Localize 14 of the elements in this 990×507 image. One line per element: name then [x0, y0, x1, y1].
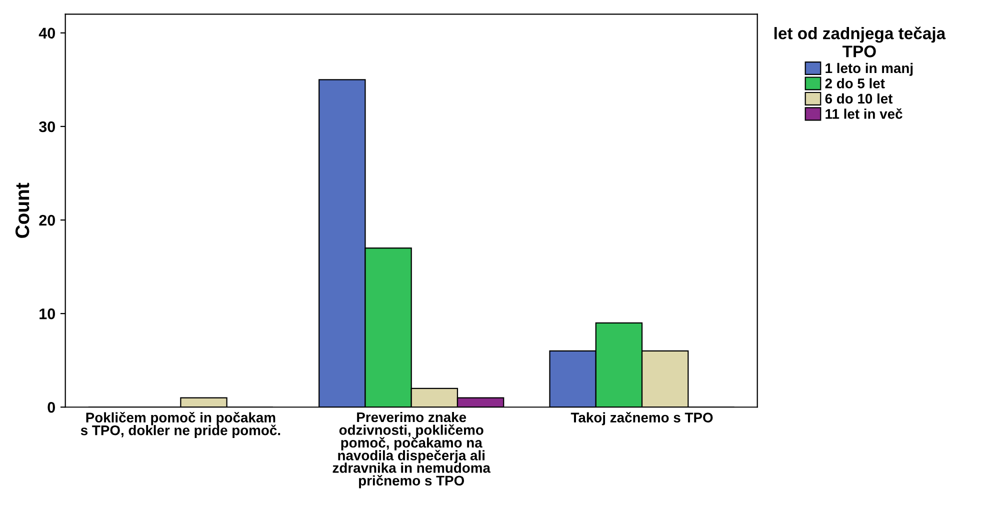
- y-tick-label: 10: [40, 308, 55, 320]
- x-tick-label: Pokličem pomoč in počakam s TPO, dokler ne pride pomoč.: [80, 412, 280, 438]
- y-tick-label: 40: [38, 28, 55, 39]
- y-tick-label: 30: [38, 121, 55, 132]
- y-tick-label: 20: [39, 214, 55, 226]
- legend-label: 1 leto in manj: [826, 62, 913, 76]
- x-tick-label: Preverimo znake odzivnosti, pokličemo pomoč, počakamo na navodila dispečerja ali zdravnika in nemudoma pričnemo s TPO: [332, 412, 491, 488]
- y-axis-title: Count: [15, 182, 30, 238]
- legend-label: 11 let in več: [826, 108, 902, 119]
- legend-label: 2 do 5 let: [825, 78, 885, 88]
- y-tick-label: 0: [48, 402, 55, 413]
- x-tick-label: Takoj začnemo s TPO: [570, 412, 713, 426]
- legend-label: 6 do 10 let: [825, 93, 893, 104]
- legend-title: let od zadnjega tečaja TPO: [774, 26, 946, 58]
